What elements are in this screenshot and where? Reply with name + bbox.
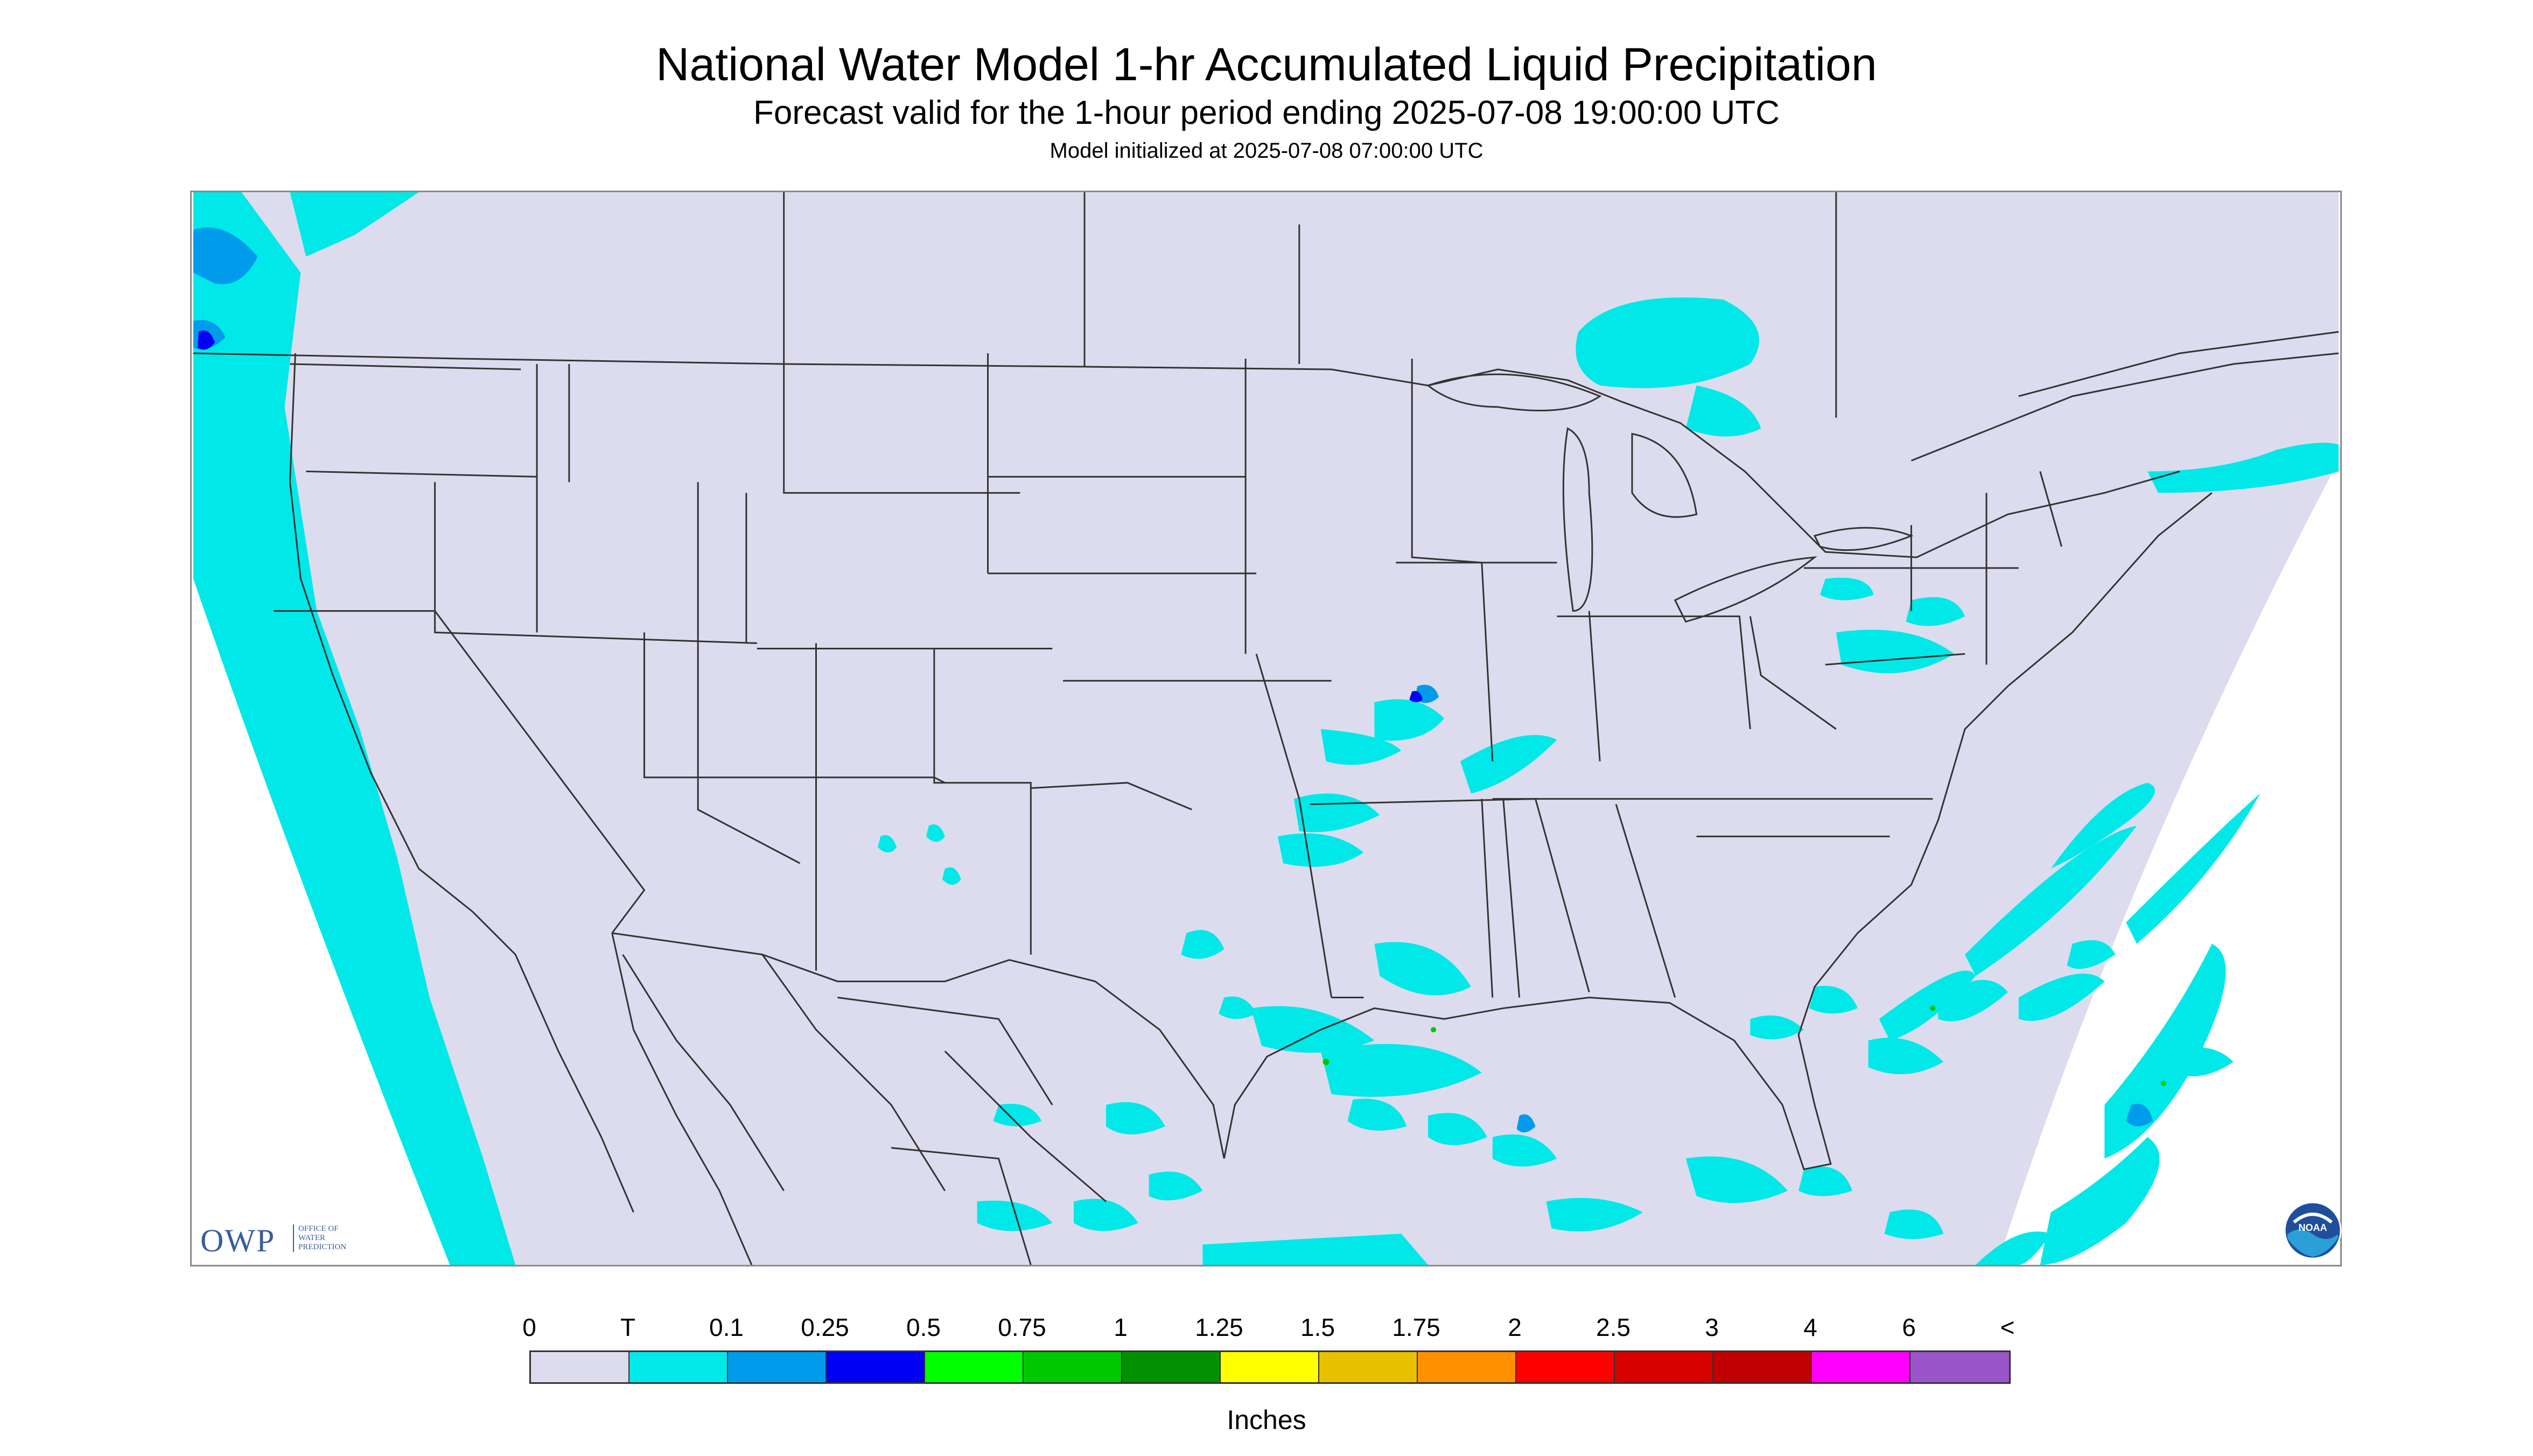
pacific-coastline: [289, 353, 634, 1213]
legend-tick-label: 2: [1508, 1313, 1522, 1341]
legend-swatch: [1418, 1352, 1516, 1382]
gulf-coastline: [1223, 492, 2213, 1171]
legend-tick-label: T: [620, 1313, 636, 1341]
baja-coastline: [611, 933, 753, 1265]
model-domain: [193, 192, 2339, 1265]
owp-line-3: PREDICTION: [298, 1243, 347, 1251]
legend-tick-label: 1: [1114, 1313, 1128, 1341]
legend-tick-label: 3: [1705, 1313, 1719, 1341]
legend-swatch: [1615, 1352, 1713, 1382]
legend-tick-label: 0.75: [998, 1313, 1046, 1341]
legend-swatch: [1221, 1352, 1319, 1382]
precip-0.5-cells: [1323, 1005, 2166, 1086]
legend-swatch: [827, 1352, 925, 1382]
us-mexico-border: [612, 932, 1225, 1159]
legend-tick-label: 0: [522, 1313, 536, 1341]
owp-line-2: WATER: [298, 1234, 325, 1242]
precip-0.25-areas: [197, 330, 1423, 703]
map-subtitle: Forecast valid for the 1-hour period end…: [753, 94, 1780, 131]
legend-tick-label: 2.5: [1596, 1313, 1631, 1341]
noaa-logo-text: NOAA: [2299, 1222, 2327, 1233]
legend-swatch: [1713, 1352, 1812, 1382]
legend-tick-label: 6: [1902, 1313, 1916, 1341]
legend-tick-label: 1.25: [1195, 1313, 1243, 1341]
owp-logo-text: OWP: [200, 1223, 276, 1258]
owp-logo: OWP OFFICE OF WATER PREDICTION: [200, 1222, 378, 1260]
legend-tick-label: 1.75: [1392, 1313, 1440, 1341]
lake-superior: [1426, 373, 1602, 411]
legend: 0 T 0.1 0.25 0.5 0.75 1 1.25 1.5 1.75 2 2.5 3 4 6 <: [522, 1313, 2014, 1345]
lake-erie: [1674, 556, 1817, 623]
legend-swatch: [1319, 1352, 1418, 1382]
legend-labels: 0 T 0.1 0.25 0.5 0.75 1 1.25 1.5 1.75 2 2.5 3 4 6 <: [522, 1313, 2014, 1345]
owp-line-1: OFFICE OF: [298, 1224, 339, 1233]
legend-tick-label: 0.1: [709, 1313, 744, 1341]
legend-swatch: [925, 1352, 1024, 1382]
legend-tick-label: 4: [1803, 1313, 1817, 1341]
lake-huron: [1631, 432, 1698, 518]
legend-swatch: [1516, 1352, 1615, 1382]
owp-logo-subtext: OFFICE OF WATER PREDICTION: [293, 1224, 346, 1252]
map-canvas: [193, 192, 2339, 1265]
noaa-logo: NOAA: [2284, 1201, 2342, 1259]
legend-swatch: [1122, 1352, 1221, 1382]
legend-tick-label: <: [2000, 1313, 2015, 1341]
legend-swatch: [1024, 1352, 1122, 1382]
legend-units: Inches: [1227, 1405, 1306, 1435]
boundaries: [193, 192, 2339, 1265]
legend-colorbar: [529, 1350, 2011, 1384]
legend-swatch: [531, 1352, 629, 1382]
legend-swatch: [1812, 1352, 1911, 1382]
legend-tick-label: 0.5: [906, 1313, 941, 1341]
legend-swatch: [728, 1352, 827, 1382]
map-title: National Water Model 1-hr Accumulated Li…: [656, 39, 1877, 90]
legend-tick-label: 1.5: [1300, 1313, 1335, 1341]
model-init-time: Model initialized at 2025-07-08 07:00:00…: [1049, 139, 1484, 163]
lake-michigan: [1562, 427, 1593, 612]
legend-swatch: [629, 1352, 728, 1382]
precipitation-map[interactable]: [190, 191, 2342, 1266]
legend-tick-label: 0.25: [801, 1313, 849, 1341]
legend-swatch: [1911, 1352, 2009, 1382]
us-canada-border: [193, 352, 2180, 558]
